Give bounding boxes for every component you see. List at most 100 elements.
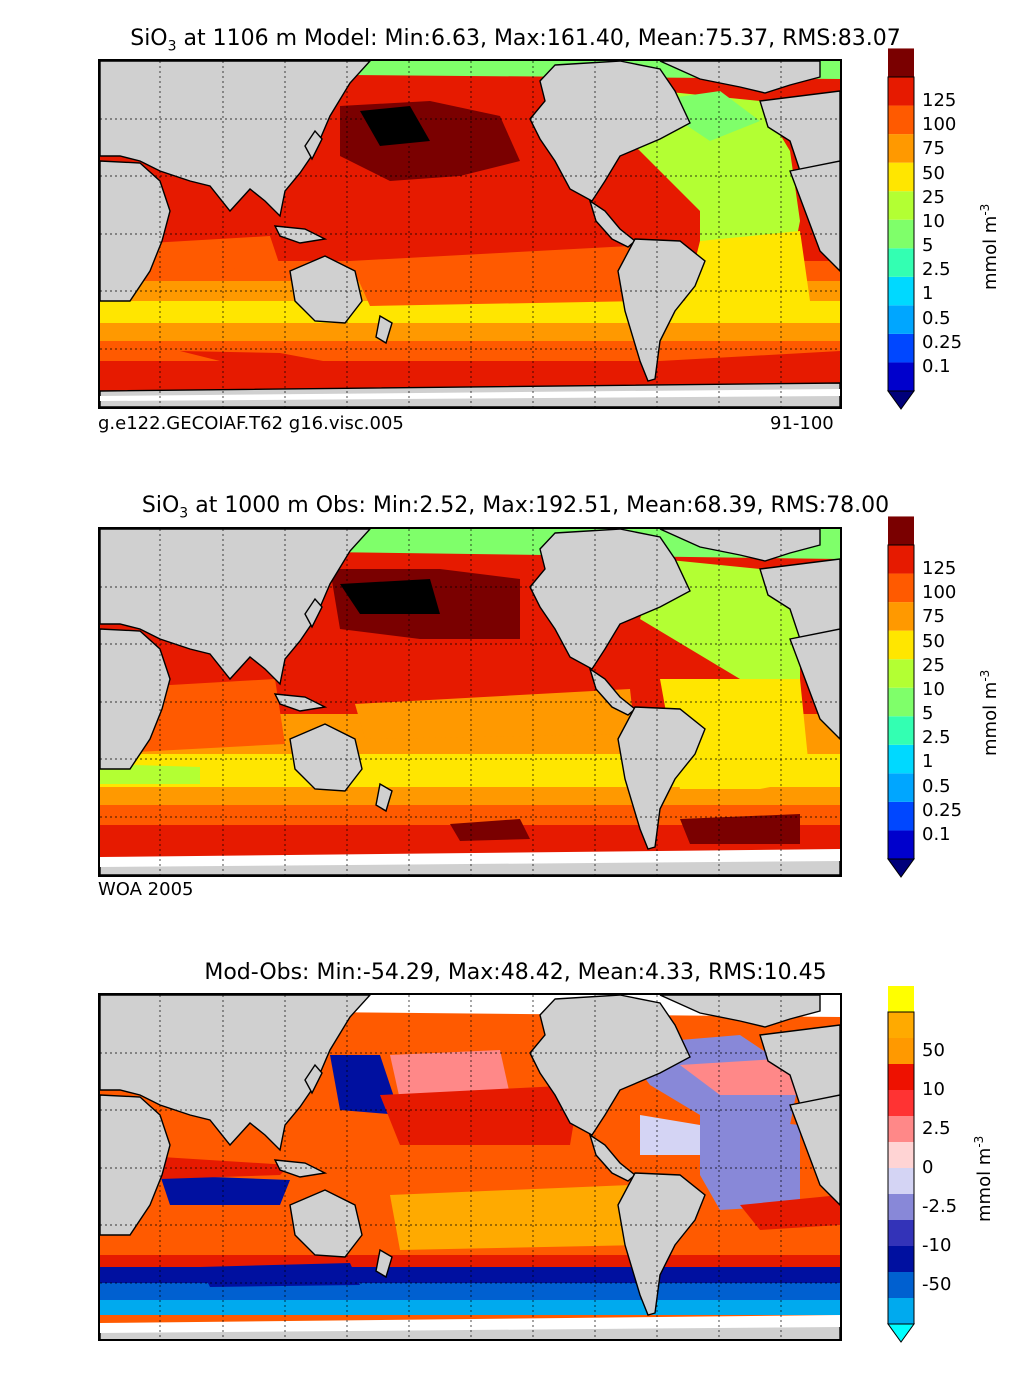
colorbar-swatch — [888, 1012, 914, 1038]
ocean-region — [660, 679, 810, 789]
ocean-region — [340, 579, 440, 614]
colorbar-swatch — [888, 1272, 914, 1298]
ocean-region — [355, 689, 635, 739]
obs-colorbar — [887, 516, 915, 878]
colorbar-swatch — [888, 219, 914, 249]
model-case-name: g.e122.GECOIAF.T62 g16.visc.005 — [98, 413, 404, 434]
colorbar-frame — [887, 1011, 915, 1325]
colorbar-swatch — [888, 801, 914, 831]
diff-map — [98, 993, 842, 1341]
colorbar-swatch — [888, 1168, 914, 1194]
colorbar-swatch — [888, 830, 914, 859]
colorbar-swatch — [888, 716, 914, 745]
colorbar-tick-label: 75 — [922, 138, 945, 160]
colorbar-tick-label: -10 — [922, 1235, 952, 1256]
ocean-band — [100, 323, 840, 343]
colorbar-tick-label: 0 — [922, 1157, 934, 1178]
colorbar-swatch — [888, 687, 914, 717]
colorbar-extend-min — [887, 858, 915, 878]
colorbar-frame — [887, 544, 915, 860]
obs-source: WOA 2005 — [98, 879, 194, 900]
colorbar-swatch — [888, 545, 914, 574]
obs-colorbar-graphic — [887, 516, 915, 878]
model-colorbar-unit: mmol m-3 — [978, 203, 1001, 290]
ocean-region — [740, 1195, 840, 1230]
diff-colorbar-unit: mmol m-3 — [972, 1135, 995, 1222]
colorbar-swatch — [888, 1220, 914, 1246]
colorbar-swatch — [888, 1064, 914, 1090]
colorbar-frame — [887, 76, 915, 392]
obs-colorbar-unit: mmol m-3 — [978, 669, 1001, 756]
colorbar-tick-label: 1 — [922, 283, 934, 305]
colorbar-swatch — [888, 986, 914, 1012]
colorbar-tick-label: -50 — [922, 1274, 952, 1295]
colorbar-swatch — [888, 362, 914, 391]
ocean-region — [130, 1155, 290, 1180]
sea-ice — [100, 1315, 840, 1333]
colorbar-swatch — [888, 773, 914, 802]
model-colorbar — [887, 48, 915, 410]
colorbar-tick-label: 50 — [922, 162, 945, 184]
model-panel-title: SiO3 at 1106 m Model: Min:6.63, Max:161.… — [130, 26, 901, 55]
colorbar-tick-label: -2.5 — [922, 1196, 958, 1217]
ocean-region — [630, 91, 800, 271]
colorbar-tick-label: 0.25 — [922, 331, 963, 353]
ocean-region — [680, 814, 800, 844]
ocean-region — [380, 1085, 580, 1145]
colorbar-swatch — [888, 1116, 914, 1142]
obs-map — [98, 527, 842, 877]
colorbar-swatch — [888, 744, 914, 774]
ocean-region — [310, 201, 640, 261]
colorbar-tick-label: 0.5 — [922, 775, 951, 797]
colorbar-swatch — [888, 573, 914, 603]
colorbar-extend-min — [887, 1323, 915, 1343]
colorbar-swatch — [888, 162, 914, 192]
colorbar-swatch — [888, 48, 914, 77]
colorbar-tick-label: 0.1 — [922, 355, 951, 377]
model-colorbar-graphic — [887, 48, 915, 410]
ocean-region — [390, 1185, 640, 1250]
colorbar-tick-label: 0.25 — [922, 799, 963, 821]
ocean-region — [360, 106, 430, 146]
ocean-region — [350, 246, 640, 306]
colorbar-tick-label: 1 — [922, 751, 934, 773]
obs-panel-title: SiO3 at 1000 m Obs: Min:2.52, Max:192.51… — [141, 493, 890, 522]
model-map — [98, 59, 842, 409]
colorbar-swatch — [888, 1194, 914, 1220]
ocean-band — [100, 787, 840, 807]
colorbar-tick-label: 100 — [922, 114, 957, 136]
colorbar-swatch — [888, 630, 914, 660]
colorbar-swatch — [888, 305, 914, 334]
ocean-region — [180, 351, 350, 371]
ocean-region — [680, 231, 810, 321]
colorbar-tick-label: 5 — [922, 235, 934, 257]
colorbar-swatch — [888, 516, 914, 545]
ocean-region — [660, 351, 840, 383]
colorbar-swatch — [888, 1038, 914, 1064]
colorbar-tick-label: 2.5 — [922, 727, 951, 749]
ocean-region — [200, 1263, 360, 1287]
diff-colorbar-graphic — [887, 986, 915, 1343]
colorbar-tick-label: 10 — [922, 1079, 945, 1100]
colorbar-tick-label: 125 — [922, 558, 957, 580]
colorbar-extend-min — [887, 390, 915, 410]
colorbar-swatch — [888, 1246, 914, 1272]
colorbar-tick-label: 25 — [922, 186, 945, 208]
colorbar-swatch — [888, 602, 914, 631]
colorbar-tick-label: 100 — [922, 582, 957, 604]
colorbar-swatch — [888, 659, 914, 688]
diff-colorbar — [887, 986, 915, 1343]
colorbar-swatch — [888, 1298, 914, 1324]
colorbar-tick-label: 25 — [922, 654, 945, 676]
colorbar-tick-label: 2.5 — [922, 1118, 951, 1139]
diff-panel-title: Mod-Obs: Min:-54.29, Max:48.42, Mean:4.3… — [204, 960, 827, 985]
colorbar-tick-label: 50 — [922, 1040, 945, 1061]
ocean-region — [390, 1050, 510, 1100]
colorbar-swatch — [888, 134, 914, 163]
ocean-region — [700, 1115, 800, 1210]
colorbar-tick-label: 5 — [922, 703, 934, 725]
colorbar-swatch — [888, 333, 914, 363]
ocean-region — [640, 1115, 700, 1155]
ocean-region — [160, 1175, 290, 1205]
colorbar-tick-label: 0.1 — [922, 823, 951, 845]
